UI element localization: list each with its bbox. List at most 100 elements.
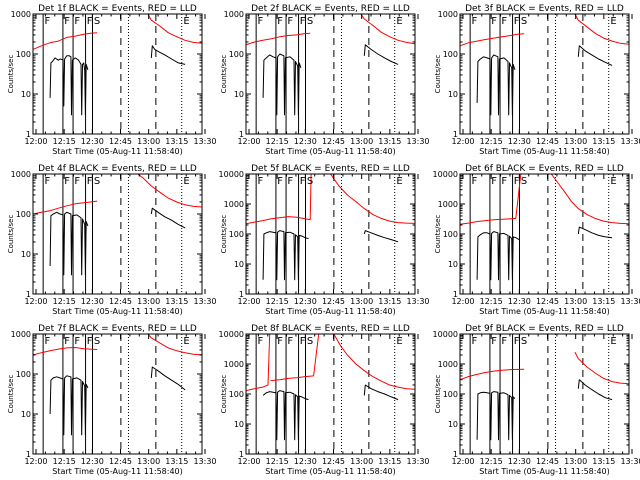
x-tick-label: 13:30 [406, 297, 429, 306]
lld-series-line [330, 174, 415, 224]
x-tick-label: 12:15 [480, 297, 503, 306]
x-tick-label: 12:00 [451, 457, 474, 466]
y-tick-label: 10000 [219, 170, 244, 179]
x-axis-label: Start Time (05-Aug-11 11:58:40) [479, 467, 610, 476]
y-tick-label: 100 [443, 390, 458, 399]
events-series-line [476, 54, 516, 116]
x-tick-label: 12:45 [322, 457, 345, 466]
event-marker-label: E [610, 16, 616, 27]
x-tick-label: 13:15 [378, 137, 401, 146]
x-axis-label: Start Time (05-Aug-11 11:58:40) [52, 467, 183, 476]
x-tick-label: 13:00 [137, 457, 160, 466]
y-tick-label: 100 [16, 370, 31, 379]
event-marker-label: F [491, 16, 497, 27]
x-tick-label: 13:00 [350, 457, 373, 466]
event-marker-label: F [514, 336, 520, 347]
event-marker-label: F [501, 16, 507, 27]
event-marker-label: F [87, 336, 93, 347]
lld-series-line [460, 174, 522, 225]
lld-series-line [333, 334, 415, 390]
y-tick-label: 10 [21, 90, 31, 99]
event-marker-label: F [257, 16, 263, 27]
events-series-line [363, 44, 399, 65]
y-tick-label: 100 [229, 50, 244, 59]
x-tick-label: 13:15 [165, 137, 188, 146]
events-series-line [49, 55, 89, 116]
events-series-line [476, 231, 520, 281]
event-marker-label: F [74, 16, 80, 27]
y-tick-label: 1000 [224, 10, 244, 19]
x-tick-label: 13:15 [165, 297, 188, 306]
x-axis-label: Start Time (05-Aug-11 11:58:40) [52, 147, 183, 156]
event-marker-label: F [44, 16, 50, 27]
lld-series-line [246, 174, 312, 225]
x-tick-label: 13:30 [193, 137, 216, 146]
y-tick-label: 10 [234, 90, 244, 99]
event-marker-label: F [64, 336, 70, 347]
event-marker-label: F [514, 176, 520, 187]
x-tick-label: 13:15 [165, 457, 188, 466]
y-tick-label: 10 [448, 260, 458, 269]
panel-title: Det 3f BLACK = Events, RED = LLD [465, 4, 624, 14]
x-tick-label: 13:30 [406, 457, 429, 466]
x-axis-label: Start Time (05-Aug-11 11:58:40) [479, 147, 610, 156]
y-tick-label: 1000 [224, 360, 244, 369]
x-tick-label: 12:00 [237, 137, 260, 146]
y-tick-label: 1 [453, 130, 458, 139]
event-marker-label: F [287, 176, 293, 187]
lld-series-line [246, 334, 271, 392]
y-axis-label: Counts/sec [434, 215, 442, 254]
y-tick-label: 10 [21, 250, 31, 259]
event-marker-label: S [307, 16, 313, 27]
x-tick-label: 13:00 [564, 297, 587, 306]
lld-series-line [460, 368, 525, 381]
y-tick-label: 1 [239, 290, 244, 299]
x-tick-label: 12:15 [266, 137, 289, 146]
x-tick-label: 12:15 [53, 457, 76, 466]
panel-title: Det 4f BLACK = Events, RED = LLD [38, 164, 197, 174]
lld-series-line [33, 200, 98, 215]
events-series-line [577, 379, 613, 401]
event-marker-label: E [183, 176, 189, 187]
event-marker-label: F [300, 176, 306, 187]
x-tick-label: 12:00 [237, 297, 260, 306]
x-tick-label: 13:30 [620, 457, 640, 466]
x-tick-label: 12:15 [480, 137, 503, 146]
lld-series-line [33, 32, 98, 50]
events-series-line [262, 390, 309, 441]
x-axis-label: Start Time (05-Aug-11 11:58:40) [265, 467, 396, 476]
event-marker-label: F [74, 336, 80, 347]
event-marker-label: F [44, 176, 50, 187]
y-tick-label: 1 [453, 450, 458, 459]
x-tick-label: 12:00 [24, 137, 47, 146]
x-tick-label: 12:30 [508, 297, 531, 306]
event-marker-label: F [491, 176, 497, 187]
lld-series-line [33, 347, 98, 356]
events-series-line [262, 230, 309, 281]
x-tick-label: 12:15 [266, 457, 289, 466]
event-marker-label: F [64, 16, 70, 27]
x-tick-label: 12:00 [24, 457, 47, 466]
y-tick-label: 1 [26, 130, 31, 139]
y-axis-label: Counts/sec [7, 375, 15, 414]
y-axis-label: Counts/sec [434, 375, 442, 414]
panel-title: Det 5f BLACK = Events, RED = LLD [251, 164, 410, 174]
plot-frame [459, 13, 630, 135]
events-series-line [150, 45, 186, 65]
event-marker-label: F [87, 176, 93, 187]
lld-series-line [360, 14, 415, 45]
x-tick-label: 13:15 [592, 297, 615, 306]
lld-series-line [460, 33, 525, 47]
y-tick-label: 1 [26, 450, 31, 459]
y-tick-label: 1000 [438, 360, 458, 369]
event-marker-label: F [87, 16, 93, 27]
plot-frame [459, 173, 630, 295]
event-marker-label: F [277, 176, 283, 187]
x-tick-label: 12:15 [53, 137, 76, 146]
plot-frame [32, 13, 203, 135]
event-marker-label: S [307, 176, 313, 187]
x-axis-label: Start Time (05-Aug-11 11:58:40) [265, 307, 396, 316]
